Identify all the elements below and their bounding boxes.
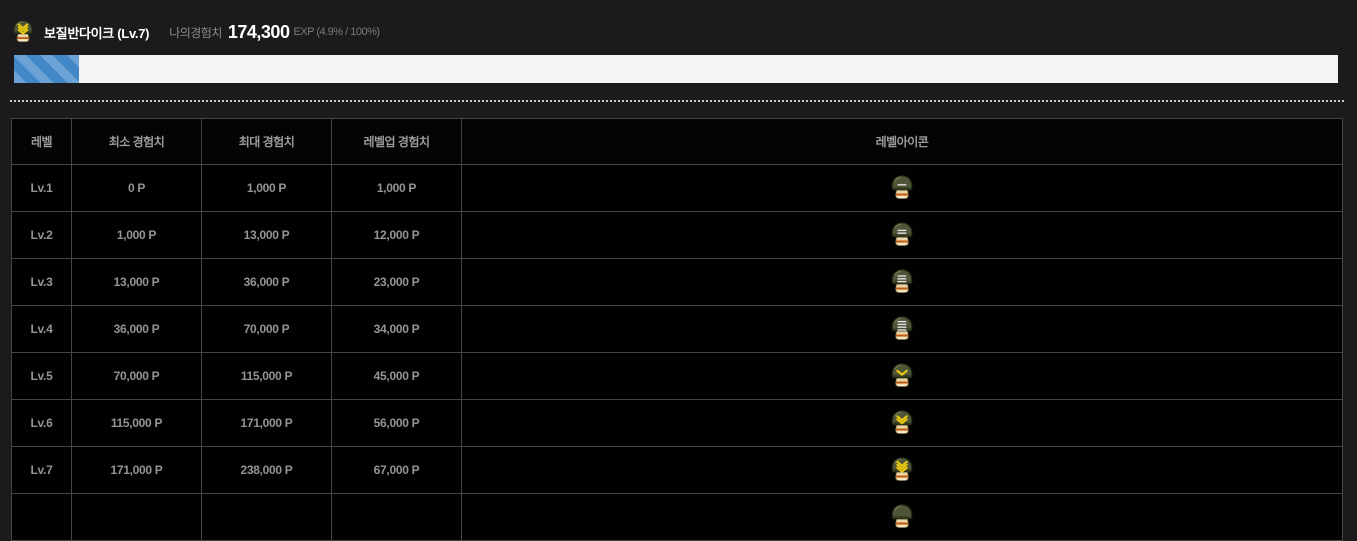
table-row: Lv.7 171,000 P 238,000 P 67,000 P — [11, 446, 1343, 494]
min-xp-cell: 36,000 P — [71, 305, 202, 353]
levelup-xp-cell: 45,000 P — [331, 352, 462, 400]
table-row: Lv.1 0 P 1,000 P 1,000 P — [11, 164, 1343, 212]
min-xp-cell: 115,000 P — [71, 399, 202, 447]
level-cell: Lv.4 — [11, 305, 72, 353]
col-header-min-xp: 최소 경험치 — [71, 118, 202, 165]
levelup-xp-cell: 34,000 P — [331, 305, 462, 353]
user-header: 보질반다이크 (Lv.7) 나의경험치 174,300 EXP (4.9% / … — [10, 16, 380, 48]
table-row: Lv.2 1,000 P 13,000 P 12,000 P — [11, 211, 1343, 259]
level-table-body: Lv.1 0 P 1,000 P 1,000 P Lv.2 1,000 P 13,000 P… — [11, 164, 1343, 541]
table-row: Lv.5 70,000 P 115,000 P 45,000 P — [11, 352, 1343, 400]
table-row: Lv.4 36,000 P 70,000 P 34,000 P — [11, 305, 1343, 353]
level-cell: Lv.7 — [11, 446, 72, 494]
table-row: Lv.3 13,000 P 36,000 P 23,000 P — [11, 258, 1343, 306]
min-xp-cell: 1,000 P — [71, 211, 202, 259]
min-xp-cell — [71, 493, 202, 541]
max-xp-cell: 1,000 P — [201, 164, 332, 212]
page: { "header": { "rank_icon": {"type": "che… — [10, 16, 1344, 541]
level-icon-cell — [461, 399, 1343, 447]
max-xp-cell: 238,000 P — [201, 446, 332, 494]
level-cell: Lv.5 — [11, 352, 72, 400]
rank-helmet-icon — [891, 175, 913, 199]
min-xp-cell: 70,000 P — [71, 352, 202, 400]
username: 보질반다이크 (Lv.7) — [44, 25, 150, 41]
level-cell: Lv.2 — [11, 211, 72, 259]
levelup-xp-cell: 12,000 P — [331, 211, 462, 259]
level-icon-cell — [461, 258, 1343, 306]
max-xp-cell: 115,000 P — [201, 352, 332, 400]
col-header-levelup-xp: 레벨업 경험치 — [331, 118, 462, 165]
levelup-xp-cell: 56,000 P — [331, 399, 462, 447]
my-xp-label: 나의경험치 — [169, 25, 222, 40]
rank-helmet-icon — [891, 504, 913, 528]
level-cell: Lv.1 — [11, 164, 72, 212]
xp-value: 174,300 — [227, 21, 290, 42]
table-row: Lv.6 115,000 P 171,000 P 56,000 P — [11, 399, 1343, 447]
max-xp-cell: 36,000 P — [201, 258, 332, 306]
rank-helmet-icon — [13, 19, 33, 42]
col-header-level-icon: 레벨아이콘 — [461, 118, 1343, 165]
levelup-xp-cell: 23,000 P — [331, 258, 462, 306]
table-row — [11, 493, 1343, 541]
level-icon-cell — [461, 446, 1343, 494]
level-icon-cell — [461, 493, 1343, 541]
level-cell: Lv.6 — [11, 399, 72, 447]
dotted-separator — [10, 100, 1344, 102]
min-xp-cell: 13,000 P — [71, 258, 202, 306]
col-header-max-xp: 최대 경험치 — [201, 118, 332, 165]
levelup-xp-cell — [331, 493, 462, 541]
max-xp-cell: 70,000 P — [201, 305, 332, 353]
xp-progress-fill — [14, 55, 79, 83]
table-header-row: 레벨 최소 경험치 최대 경험치 레벨업 경험치 레벨아이콘 — [11, 118, 1343, 165]
level-table: 레벨 최소 경험치 최대 경험치 레벨업 경험치 레벨아이콘 Lv.1 0 P 1,… — [11, 118, 1343, 541]
user-rank-helmet-icon — [10, 19, 36, 46]
xp-progress-bar — [14, 55, 1338, 83]
rank-helmet-icon — [891, 410, 913, 434]
level-icon-cell — [461, 305, 1343, 353]
rank-helmet-icon — [891, 457, 913, 481]
min-xp-cell: 0 P — [71, 164, 202, 212]
max-xp-cell — [201, 493, 332, 541]
col-header-level: 레벨 — [11, 118, 72, 165]
level-cell: Lv.3 — [11, 258, 72, 306]
level-icon-cell — [461, 352, 1343, 400]
max-xp-cell: 171,000 P — [201, 399, 332, 447]
rank-helmet-icon — [891, 222, 913, 246]
rank-helmet-icon — [891, 269, 913, 293]
level-icon-cell — [461, 211, 1343, 259]
rank-helmet-icon — [891, 363, 913, 387]
min-xp-cell: 171,000 P — [71, 446, 202, 494]
rank-helmet-icon — [891, 316, 913, 340]
levelup-xp-cell: 1,000 P — [331, 164, 462, 212]
level-icon-cell — [461, 164, 1343, 212]
max-xp-cell: 13,000 P — [201, 211, 332, 259]
levelup-xp-cell: 67,000 P — [331, 446, 462, 494]
level-cell — [11, 493, 72, 541]
xp-percent-suffix: EXP (4.9% / 100%) — [293, 26, 380, 38]
